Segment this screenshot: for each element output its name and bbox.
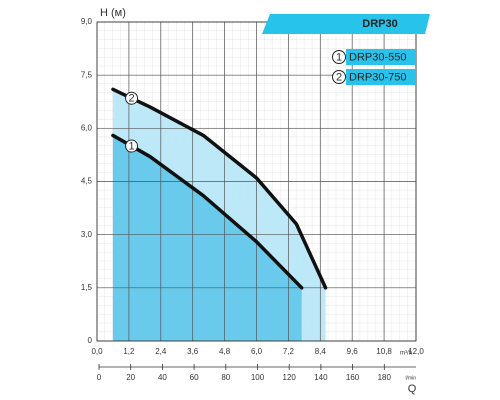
x2-tick-label: 60	[190, 373, 199, 382]
x-tick-label: 2,4	[155, 347, 167, 356]
x-unit: m³/h	[400, 351, 412, 357]
curve-marker	[125, 139, 139, 153]
x2-tick-label: 0	[97, 373, 102, 382]
x-tick-label: 12,0	[408, 347, 424, 356]
x-tick-label: 7,2	[283, 347, 295, 356]
x-tick-label: 8,4	[315, 347, 327, 356]
y-axis-label: H (м)	[100, 7, 126, 19]
area	[112, 135, 302, 341]
legend-label: DRP30-550	[349, 51, 406, 63]
x-tick-label: 3,6	[187, 347, 199, 356]
y-tick-label: 0	[88, 336, 93, 345]
x-tick-label: 1,2	[123, 347, 135, 356]
x2-tick-label: 20	[126, 373, 135, 382]
x-tick-label: 0,0	[91, 347, 103, 356]
plot-frame	[96, 21, 417, 342]
legend-label: DRP30-750	[349, 71, 406, 83]
legend-marker	[332, 50, 346, 64]
legend-marker	[332, 70, 346, 84]
y-tick-label: 1,5	[81, 283, 93, 292]
x2-tick-label: 160	[346, 373, 360, 382]
x-axis-label: Q	[408, 383, 417, 395]
legend-box	[346, 69, 416, 85]
title-box	[262, 14, 430, 34]
y-tick-label: 6,0	[81, 123, 93, 132]
legend-marker-label: 1	[336, 51, 342, 63]
x-tick-label: 6,0	[251, 347, 263, 356]
curve	[111, 133, 304, 290]
y-tick-label: 9,0	[81, 17, 93, 26]
x2-tick-label: 80	[221, 373, 230, 382]
x2-tick-label: 120	[283, 373, 297, 382]
curve-marker-label: 1	[128, 140, 134, 152]
legend-box	[346, 49, 416, 65]
legend-marker-label: 2	[336, 71, 342, 83]
curve-marker-label: 2	[128, 93, 134, 105]
x2-tick-label: 40	[158, 373, 167, 382]
x-tick-label: 10,8	[376, 347, 392, 356]
y-tick-label: 3,0	[81, 230, 93, 239]
x-tick-label: 4,8	[219, 347, 231, 356]
curve	[111, 87, 328, 290]
curve-marker	[125, 91, 139, 105]
x2-tick-label: 140	[314, 373, 328, 382]
y-tick-label: 4,5	[81, 177, 93, 186]
chart-title: DRP30	[362, 18, 397, 30]
x2-unit: l/min	[405, 375, 416, 381]
x2-tick-label: 180	[378, 373, 392, 382]
x2-tick-label: 100	[251, 373, 265, 382]
x-tick-label: 9,6	[347, 347, 359, 356]
y-tick-label: 7,5	[81, 70, 93, 79]
